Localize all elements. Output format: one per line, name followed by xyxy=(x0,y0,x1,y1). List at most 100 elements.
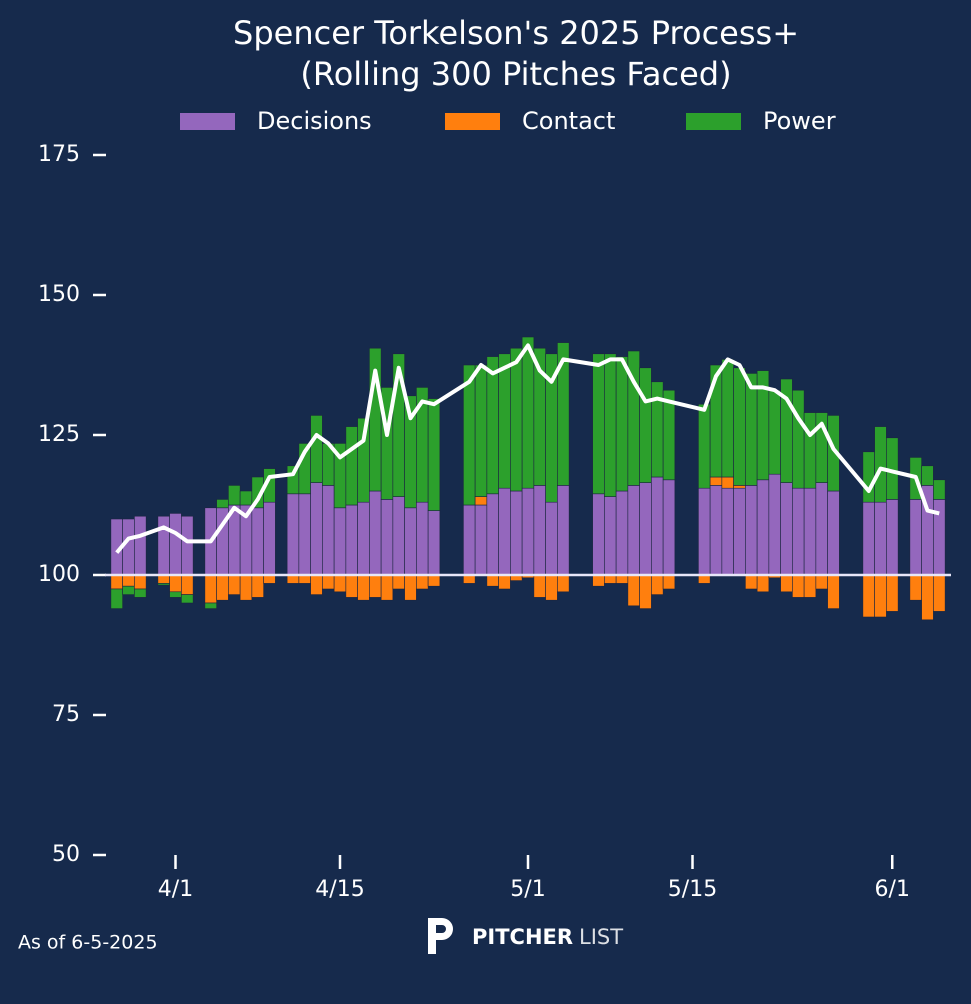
legend-swatch xyxy=(686,113,741,130)
bar-segment xyxy=(862,501,875,576)
bar-segment xyxy=(392,496,405,576)
bar-segment xyxy=(533,574,546,598)
bar-segment xyxy=(921,465,934,486)
bar-segment xyxy=(862,574,875,618)
bar-segment xyxy=(204,602,217,609)
bar-segment xyxy=(263,574,276,584)
bar-segment xyxy=(181,515,194,576)
bar-segment xyxy=(698,574,711,584)
legend-label: Contact xyxy=(522,107,615,135)
bar-segment xyxy=(604,574,617,584)
bar-segment xyxy=(357,501,370,576)
bar-segment xyxy=(604,496,617,576)
bar-segment xyxy=(157,583,170,586)
bar-segment xyxy=(615,490,629,576)
bar-segment xyxy=(380,574,394,601)
bar-segment xyxy=(286,574,300,584)
bar-segment xyxy=(110,588,123,609)
bar-segment xyxy=(909,574,922,601)
bar-segment xyxy=(709,476,723,486)
bar-segment xyxy=(662,574,676,590)
bar-segment xyxy=(756,574,770,593)
y-tick-label: 150 xyxy=(38,282,80,307)
bar-segment xyxy=(874,501,887,576)
bar-segment xyxy=(521,336,535,489)
bar-segment xyxy=(498,353,511,489)
y-tick-label: 125 xyxy=(38,422,80,447)
bar-segment xyxy=(228,485,241,506)
bar-segment xyxy=(322,485,335,576)
bar-segment xyxy=(404,507,417,576)
bar-segment xyxy=(369,574,382,598)
bar-segment xyxy=(310,415,323,483)
bar-segment xyxy=(886,499,899,576)
bar-segment xyxy=(639,574,652,609)
bar-segment xyxy=(474,504,488,576)
bar-segment xyxy=(756,479,770,576)
x-tick-label: 5/15 xyxy=(668,877,717,902)
bar-segment xyxy=(662,389,676,481)
bar-segment xyxy=(427,574,441,587)
bar-segment xyxy=(615,356,629,492)
bar-segment xyxy=(933,574,946,612)
bar-segment xyxy=(604,353,617,497)
bar-segment xyxy=(181,594,194,604)
bar-segment xyxy=(463,504,476,576)
bar-segment xyxy=(615,574,629,584)
bar-segment xyxy=(392,574,405,590)
bar-segment xyxy=(404,574,417,601)
bar-segment xyxy=(357,574,370,601)
bar-segment xyxy=(745,574,758,590)
bar-segment xyxy=(803,412,817,489)
bar-segment xyxy=(345,574,358,598)
bar-segment xyxy=(169,591,182,598)
bar-segment xyxy=(380,499,394,576)
bar-segment xyxy=(651,574,664,595)
chart-title: Spencer Torkelson's 2025 Process+ xyxy=(233,14,799,52)
bar-segment xyxy=(486,493,499,576)
bar-segment xyxy=(333,507,347,576)
bar-segment xyxy=(510,490,523,576)
bar-segment xyxy=(310,482,323,576)
bar-segment xyxy=(322,574,335,590)
bar-segment xyxy=(216,499,229,509)
bar-segment xyxy=(251,574,264,598)
bar-segment xyxy=(486,574,499,587)
bar-segment xyxy=(298,574,311,584)
bar-segment xyxy=(427,510,441,576)
bar-segment xyxy=(169,513,182,576)
bar-segment xyxy=(345,504,358,576)
bar-segment xyxy=(933,479,946,500)
bar-segment xyxy=(768,473,781,576)
bar-segment xyxy=(486,356,499,495)
bar-segment xyxy=(427,398,441,511)
x-tick-label: 4/15 xyxy=(315,877,364,902)
bar-segment xyxy=(157,515,170,576)
footnote: As of 6-5-2025 xyxy=(18,932,158,954)
bar-segment xyxy=(639,367,652,483)
x-tick-label: 5/1 xyxy=(510,877,545,902)
bar-segment xyxy=(815,574,828,590)
bar-segment xyxy=(134,588,147,598)
bar-segment xyxy=(862,451,875,503)
bar-segment xyxy=(498,574,511,590)
bar-segment xyxy=(157,574,170,584)
bar-segment xyxy=(651,476,664,576)
bar-segment xyxy=(909,499,922,576)
bar-segment xyxy=(792,574,805,598)
bar-segment xyxy=(592,574,605,587)
bar-segment xyxy=(181,574,194,595)
bar-segment xyxy=(251,507,264,576)
bar-segment xyxy=(745,373,758,486)
bar-segment xyxy=(286,493,300,576)
bar-segment xyxy=(827,490,840,576)
bar-segment xyxy=(474,364,488,497)
bar-segment xyxy=(134,574,147,590)
bar-segment xyxy=(815,482,828,576)
bar-segment xyxy=(122,585,135,595)
bar-segment xyxy=(874,574,887,618)
bar-segment xyxy=(792,389,805,489)
bar-segment xyxy=(874,426,887,503)
bar-segment xyxy=(886,574,899,612)
